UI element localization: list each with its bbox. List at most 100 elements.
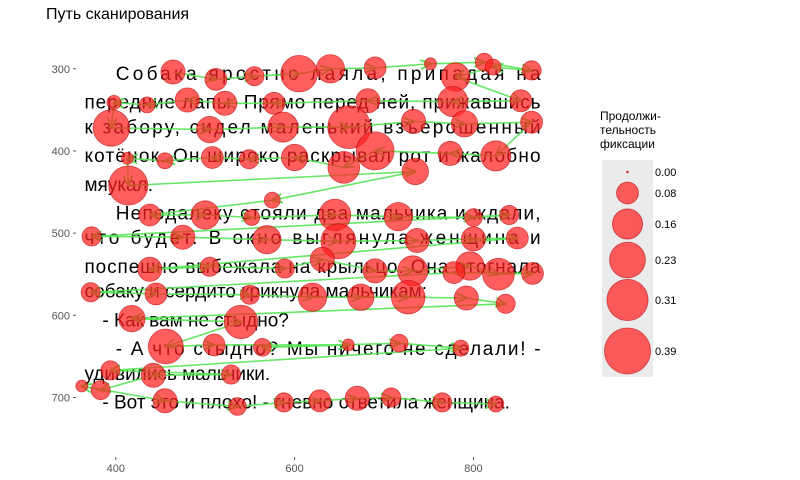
fixation-point [327,105,372,149]
fixation-point [100,360,121,381]
fixation-point [520,110,543,134]
saccade-arrow [153,375,232,376]
fixation-point [453,285,479,311]
fixation-point [401,157,429,186]
fixation-point [274,258,295,279]
fixation-point [355,88,381,114]
fixation-point [482,257,515,291]
fixation-point [118,304,146,333]
saccade-arrow [92,214,510,236]
y-tick-label: 300 [52,64,70,76]
fixation-point [108,165,149,206]
fixation-point [505,226,529,250]
legend-key-label: 0.08 [655,188,676,200]
fixation-layer [75,52,544,416]
fixation-point [280,143,309,172]
fixation-point [280,54,318,93]
fixation-point [450,110,479,138]
fixation-point [228,397,247,416]
fixation-point [106,95,122,111]
fixation-point [308,389,332,413]
fixation-point [521,60,542,81]
stimulus-text-line: - Вот это и плохо! - гневно ответила жен… [102,393,510,414]
legend-key-circle [612,208,644,240]
fixation-point [121,151,134,165]
legend-key-circle [626,170,629,174]
y-tick-label: 700 [52,392,70,404]
fixation-point [297,282,328,312]
fixation-point [509,89,533,113]
fixation-point [138,96,156,114]
fixation-point [170,224,196,250]
fixation-point [144,282,168,306]
legend-key-label: 0.39 [655,346,676,358]
saccade-arrow [272,170,416,201]
fixation-point [344,385,370,411]
legend-key-label: 0.16 [655,219,676,231]
fixation-point [327,151,361,184]
fixation-point [200,146,224,169]
fixation-point [223,304,259,340]
fixation-point [424,57,437,71]
legend-key-circle [606,278,649,321]
saccade-arrow [128,172,415,187]
fixation-point [238,149,259,170]
fixation-point [355,131,395,171]
chart-title: Путь сканирования [46,6,190,23]
fixation-point [521,261,544,285]
legend-key-label: 0.00 [655,167,676,179]
y-tick-label: 400 [52,146,70,158]
saccade-arrow [110,370,231,374]
fixation-point [239,284,260,305]
fixation-point [263,191,281,209]
saccade-arrow [132,303,506,319]
fixation-point [81,226,102,247]
fixation-point [404,227,430,253]
fixation-point [442,261,466,285]
legend-title: Продолжи- [600,109,661,123]
fixation-point [309,246,335,272]
fixation-point [253,337,272,357]
fixation-point [452,339,470,357]
fixation-point [381,387,402,408]
fixation-point [480,140,512,172]
x-tick-label: 400 [107,463,125,475]
fixation-point [160,59,186,85]
fixation-point [212,90,238,116]
fixation-point [484,58,502,76]
legend-title: фиксации [600,137,655,151]
fixation-point [495,293,516,314]
saccade-arrow [399,343,461,348]
fixation-point [464,208,483,227]
fixation-point [221,364,242,385]
fixation-point [80,282,101,303]
fixation-point [204,68,228,91]
fixation-point [138,203,162,227]
fixation-point [90,380,111,401]
saccade-arrow [91,236,183,237]
y-tick-label: 500 [52,228,70,240]
fixation-point [363,56,387,80]
legend-key-label: 0.23 [655,255,676,267]
axis-layer: 300 400 500 600 700 400 600 800 [52,64,483,475]
saccade-arrow [209,267,285,269]
fixation-point [147,328,184,365]
stimulus-text-line: котёнок. Он широко раскрывал рот и жалоб… [84,146,540,167]
saccade-arrow [131,319,241,322]
fixation-point [137,256,163,282]
fixation-point [202,333,226,357]
fixation-point [389,333,409,353]
legend-key-circle [604,327,651,375]
fixation-point [432,392,453,413]
fixation-point [252,225,282,255]
fixation-point [347,283,375,311]
fixation-point [196,116,224,144]
fixation-point [341,338,355,352]
x-tick-label: 600 [285,463,303,475]
legend-key-circle [616,181,639,205]
fixation-point [315,54,345,84]
fixation-point [174,87,200,113]
fixation-point [92,109,130,147]
